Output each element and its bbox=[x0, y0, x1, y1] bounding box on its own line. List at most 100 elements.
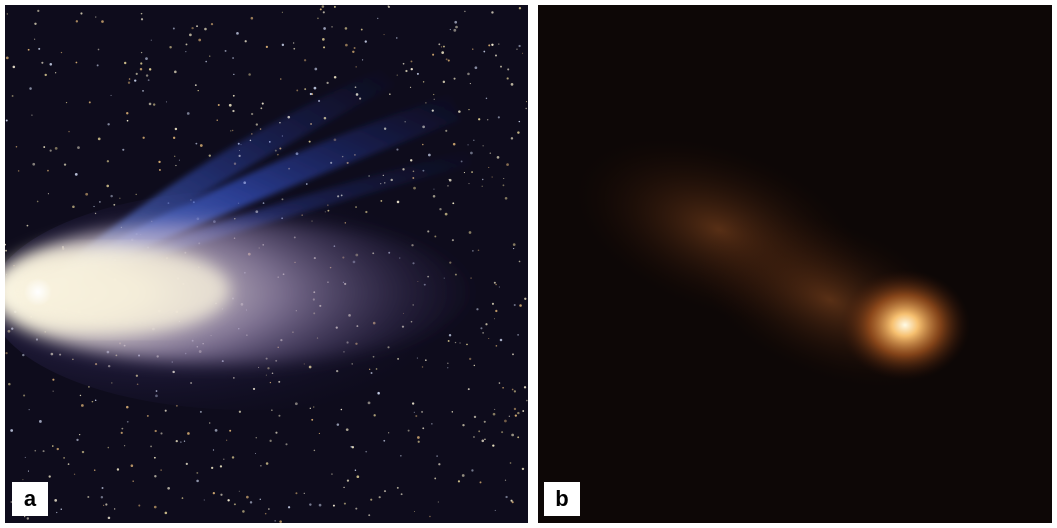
star bbox=[453, 29, 456, 32]
star bbox=[517, 436, 519, 438]
star bbox=[141, 52, 142, 53]
star bbox=[186, 43, 188, 45]
star bbox=[337, 423, 340, 426]
star bbox=[98, 138, 101, 141]
star bbox=[512, 353, 514, 355]
star bbox=[320, 8, 322, 10]
star bbox=[101, 496, 103, 498]
star bbox=[114, 508, 115, 509]
star bbox=[323, 11, 325, 13]
star bbox=[452, 202, 454, 204]
star bbox=[191, 27, 193, 29]
star bbox=[478, 118, 480, 120]
star bbox=[309, 503, 311, 505]
star bbox=[501, 431, 503, 433]
star bbox=[357, 475, 360, 478]
star bbox=[102, 487, 104, 489]
star bbox=[76, 62, 78, 64]
star bbox=[414, 511, 415, 512]
star bbox=[154, 475, 156, 477]
star bbox=[126, 406, 129, 409]
star bbox=[415, 415, 417, 417]
star bbox=[514, 390, 516, 392]
star bbox=[266, 462, 269, 465]
star bbox=[196, 472, 198, 474]
star bbox=[503, 178, 504, 179]
star bbox=[16, 146, 18, 148]
star bbox=[140, 68, 142, 70]
star bbox=[352, 51, 354, 53]
star bbox=[77, 146, 80, 149]
star bbox=[236, 32, 239, 35]
star bbox=[12, 95, 14, 97]
star bbox=[519, 304, 522, 307]
star bbox=[6, 57, 9, 60]
star bbox=[132, 480, 133, 481]
star bbox=[282, 12, 283, 13]
star bbox=[124, 62, 126, 64]
star bbox=[304, 493, 305, 494]
star bbox=[481, 439, 484, 442]
star bbox=[473, 436, 475, 438]
star bbox=[499, 382, 501, 384]
star bbox=[498, 116, 500, 118]
star bbox=[490, 152, 492, 154]
star bbox=[146, 74, 148, 76]
nucleus bbox=[24, 278, 52, 306]
star bbox=[227, 499, 229, 501]
star bbox=[309, 141, 311, 143]
star bbox=[245, 40, 247, 42]
star bbox=[322, 38, 325, 41]
star bbox=[497, 156, 500, 159]
star bbox=[34, 39, 35, 40]
star bbox=[119, 198, 120, 199]
star bbox=[396, 148, 398, 150]
star bbox=[368, 175, 369, 176]
star bbox=[232, 130, 233, 131]
star bbox=[510, 500, 512, 502]
star bbox=[129, 78, 131, 80]
star bbox=[323, 27, 326, 30]
star bbox=[189, 34, 192, 37]
star bbox=[519, 121, 520, 122]
star bbox=[5, 352, 7, 354]
star bbox=[482, 179, 483, 180]
star bbox=[471, 469, 473, 471]
star bbox=[234, 503, 236, 505]
star bbox=[41, 62, 43, 64]
star bbox=[331, 473, 332, 474]
star bbox=[155, 430, 157, 432]
star bbox=[79, 434, 80, 435]
star bbox=[438, 463, 440, 465]
star bbox=[388, 5, 389, 6]
star bbox=[524, 386, 526, 388]
star bbox=[75, 173, 78, 176]
star bbox=[89, 101, 91, 103]
star bbox=[37, 10, 39, 12]
star bbox=[174, 156, 175, 157]
star bbox=[61, 509, 62, 510]
star bbox=[464, 11, 466, 13]
star bbox=[383, 440, 385, 442]
star bbox=[413, 187, 416, 190]
star bbox=[356, 66, 357, 67]
star bbox=[209, 422, 210, 423]
star bbox=[211, 23, 213, 25]
star bbox=[517, 334, 519, 336]
star bbox=[229, 430, 231, 432]
star bbox=[85, 193, 88, 196]
star bbox=[498, 43, 499, 44]
star bbox=[232, 57, 234, 59]
star bbox=[448, 59, 450, 61]
panel-b bbox=[538, 5, 1052, 523]
star bbox=[232, 110, 234, 112]
star bbox=[449, 179, 452, 182]
star bbox=[447, 185, 448, 186]
star bbox=[513, 243, 516, 246]
star bbox=[34, 23, 36, 25]
star bbox=[470, 83, 471, 84]
star bbox=[159, 169, 161, 171]
star bbox=[474, 365, 475, 366]
star bbox=[314, 87, 317, 90]
star bbox=[432, 54, 434, 56]
